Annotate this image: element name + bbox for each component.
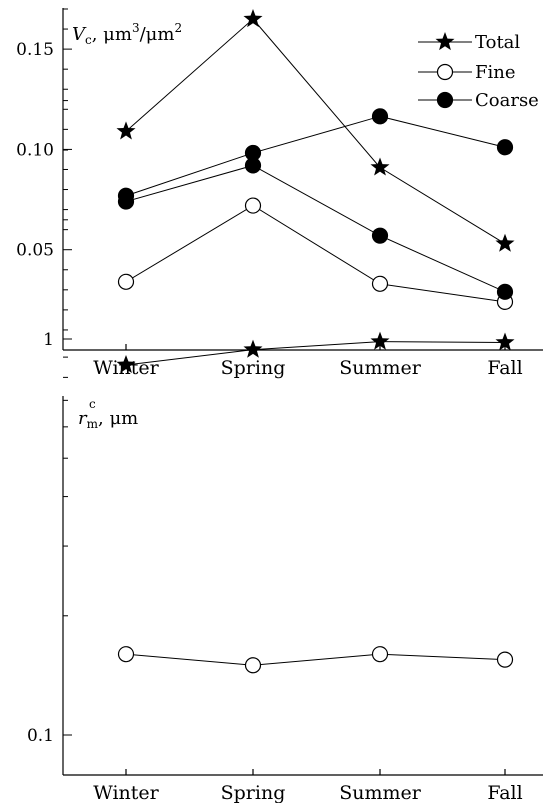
legend-marker bbox=[435, 32, 455, 51]
data-point bbox=[117, 187, 135, 204]
data-point bbox=[243, 339, 263, 358]
data-point bbox=[495, 233, 515, 252]
legend-marker bbox=[436, 63, 454, 81]
data-point bbox=[496, 283, 514, 300]
y-tick-label: 0.15 bbox=[16, 40, 54, 60]
x-tick-label: Winter bbox=[93, 782, 159, 803]
panel-bottom-mode-radius: rm, μm c Winter Spring Summer Fall 0.1 1 bbox=[27, 100, 543, 803]
data-point bbox=[496, 139, 514, 156]
x-tick-label: Summer bbox=[339, 782, 422, 803]
data-point bbox=[496, 651, 514, 668]
series-open-circle bbox=[117, 646, 514, 674]
data-point bbox=[244, 197, 262, 214]
y-tick-label: 0.05 bbox=[16, 241, 54, 261]
panel-top-volume-concentration: Vc, μm3/μm2 WinterSpringSummerFall0.050.… bbox=[16, 8, 543, 379]
y-tick-label: 1 bbox=[43, 330, 54, 350]
y-axis-title-superscript: c bbox=[89, 397, 96, 411]
data-point bbox=[117, 646, 135, 663]
legend-label: Coarse bbox=[475, 90, 539, 111]
series-coarse bbox=[117, 157, 514, 300]
legend-marker bbox=[436, 91, 454, 109]
series-line bbox=[125, 653, 506, 666]
series-line bbox=[125, 341, 506, 366]
y-axis-title: Vc, μm3/μm2 bbox=[72, 21, 182, 47]
series-fine bbox=[117, 197, 514, 310]
series-star bbox=[116, 331, 515, 374]
data-point bbox=[495, 332, 515, 351]
data-point bbox=[117, 273, 135, 290]
y-tick-label: 0.10 bbox=[16, 140, 54, 160]
y-axis-title: rm, μm bbox=[78, 408, 138, 431]
data-point bbox=[116, 121, 136, 140]
data-point bbox=[371, 227, 389, 244]
x-tick-label: Summer bbox=[339, 357, 422, 379]
data-point bbox=[244, 657, 262, 674]
series-total bbox=[116, 9, 515, 252]
data-point bbox=[371, 646, 389, 663]
data-point bbox=[371, 108, 389, 125]
series-line bbox=[125, 115, 506, 197]
x-tick-label: Fall bbox=[487, 782, 522, 803]
series-line bbox=[125, 204, 506, 303]
series-filled-circle bbox=[117, 108, 514, 204]
x-tick-label: Fall bbox=[487, 357, 522, 379]
data-point bbox=[116, 354, 136, 374]
series-line bbox=[125, 18, 506, 245]
legend-label: Fine bbox=[475, 62, 516, 83]
data-point bbox=[370, 157, 390, 176]
x-tick-label: Spring bbox=[221, 357, 286, 379]
data-point bbox=[370, 331, 390, 350]
legend-item-coarse: Coarse bbox=[418, 90, 539, 111]
x-tick-label: Spring bbox=[221, 782, 286, 803]
legend-item-fine: Fine bbox=[418, 62, 516, 83]
data-point bbox=[244, 144, 262, 162]
data-point bbox=[243, 9, 263, 28]
legend-item-total: Total bbox=[418, 32, 520, 53]
legend: Total Fine Coarse bbox=[418, 32, 539, 111]
series-line bbox=[125, 164, 506, 293]
y-tick-label: 0.1 bbox=[27, 726, 54, 746]
data-point bbox=[371, 275, 389, 292]
legend-label: Total bbox=[475, 32, 520, 53]
